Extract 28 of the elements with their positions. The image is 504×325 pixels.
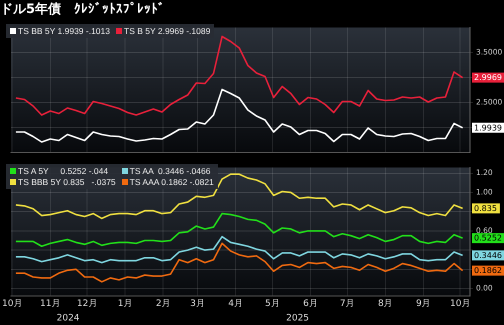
legend-label: TS AA 0.3446 -.0466 [130,166,210,176]
x-tick-label: 11月 [40,298,60,309]
legend-label: TS BB 5Y 1.9939 -.1013 [18,26,110,36]
legend-label: TS AAA 0.1862 -.0821 [130,177,214,187]
legend-label: TS BBB 5Y 0.835 -.0375 [18,177,116,187]
text: 2024 [56,313,80,324]
x-tick-label: 10月 [450,298,470,309]
x-tick-label: 7月 [340,298,355,309]
x-tick-label: 2月 [156,298,171,309]
data-label: 1.9939 [474,123,502,132]
x-tick-label: 6月 [303,298,318,309]
data-label: 0.1862 [474,266,502,276]
x-tick-label: 10月 [2,298,22,309]
x-tick-label: 1月 [118,298,133,309]
legend-label: TS A 5Y 0.5252 -.044 [18,166,108,176]
x-tick-label: 9月 [416,298,431,309]
text: 2025 [286,313,310,324]
x-tick-label: 4月 [228,298,243,309]
x-tick-label: 8月 [378,298,393,309]
x-tick-label: 12月 [76,298,98,309]
data-label: 0.835 [474,204,497,213]
data-label: 0.5252 [474,234,502,243]
chart-title: ドル5年債 ｸﾚｼﾞｯﾄｽﾌﾟﾚｯﾄﾞ [0,0,166,19]
legend-label: TS B 5Y 2.9969 -.1089 [124,26,210,36]
data-label: 0.3446 [474,251,502,260]
data-label: 2.9969 [474,73,502,82]
x-tick-label: 5月 [265,298,280,309]
x-tick-label: 3月 [190,298,205,309]
